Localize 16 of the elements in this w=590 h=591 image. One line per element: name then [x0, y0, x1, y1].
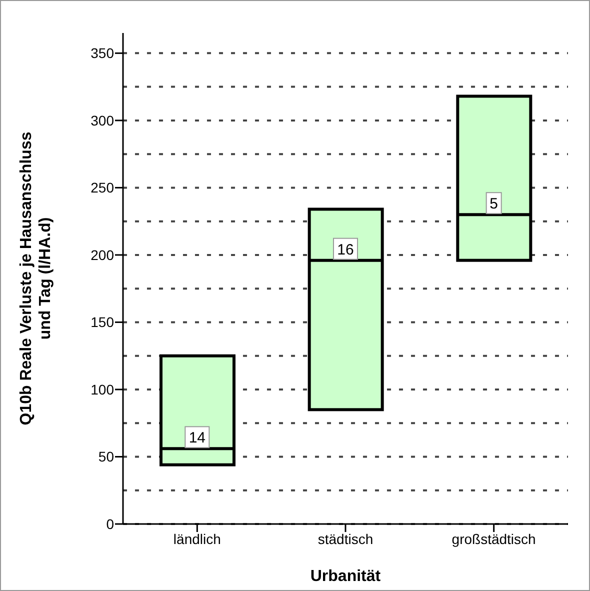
y-tick-label: 0	[106, 516, 114, 532]
y-tick-label: 250	[90, 180, 114, 196]
annotation: 16	[337, 241, 354, 258]
y-tick-label: 350	[90, 45, 114, 62]
x-tick-label: großstädtisch	[452, 530, 536, 547]
x-tick-label: städtisch	[318, 530, 374, 547]
y-tick-label: 100	[90, 381, 114, 398]
x-axis-title: Urbanität	[310, 568, 382, 585]
annotation: 5	[490, 196, 498, 213]
y-tick-label: 150	[90, 314, 114, 330]
y-axis-title: Q10b Reale Verluste je Hausanschluss und Tag (l/HA.d)	[18, 132, 54, 426]
y-tick-label: 300	[90, 112, 114, 128]
annotation: 14	[188, 430, 206, 447]
x-tick-label: ländlich	[173, 530, 221, 547]
y-tick-label: 50	[98, 448, 114, 465]
y-tick-label: 200	[90, 246, 114, 263]
